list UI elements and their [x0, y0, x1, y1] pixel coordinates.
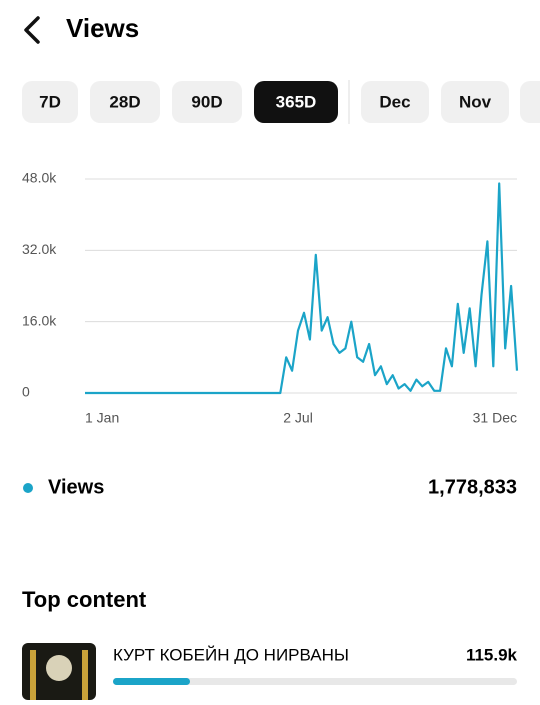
thumbnail-detail — [46, 655, 72, 681]
y-tick-label: 32.0k — [22, 241, 57, 257]
legend-label: Views — [48, 476, 104, 498]
thumbnail-detail — [82, 650, 88, 700]
content-title: КУРТ КОБЕЙН ДО НИРВАНЫ — [113, 645, 349, 664]
tab-background — [172, 81, 242, 123]
page-title: Views — [66, 13, 139, 43]
tab-label: Dec — [379, 92, 410, 111]
tab[interactable]: Nov — [441, 81, 509, 123]
content-value: 115.9k — [466, 645, 518, 664]
line-series — [85, 182, 519, 395]
tab-label: Nov — [459, 92, 492, 111]
tab-label: 90D — [191, 92, 222, 111]
tab-background — [90, 81, 160, 123]
tab[interactable]: 7D — [22, 81, 78, 123]
section-title: Top content — [22, 587, 147, 612]
tab-label: 365D — [276, 92, 317, 111]
back-button[interactable] — [24, 16, 40, 44]
y-tick-label: 16.0k — [22, 312, 57, 328]
legend-dot — [23, 483, 33, 493]
tab[interactable]: 365D — [254, 81, 338, 123]
progress-track — [113, 678, 517, 685]
tab-label: 28D — [109, 92, 140, 111]
tab-background — [361, 81, 429, 123]
x-tick-label: 1 Jan — [85, 410, 119, 426]
tab[interactable]: 90D — [172, 81, 242, 123]
progress-fill — [113, 678, 190, 685]
y-tick-label: 0 — [22, 384, 30, 400]
y-tick-label: 48.0k — [22, 170, 57, 186]
x-tick-label: 31 Dec — [473, 410, 517, 426]
tab-background — [22, 81, 78, 123]
x-tick-label: 2 Jul — [283, 410, 313, 426]
content-item[interactable]: КУРТ КОБЕЙН ДО НИРВАНЫ 115.9k — [22, 643, 518, 700]
tab-label: 7D — [39, 92, 61, 111]
total-views: 1,778,833 — [428, 476, 517, 498]
tab[interactable]: Dec — [361, 81, 429, 123]
tab-background — [254, 81, 338, 123]
thumbnail-detail — [30, 650, 36, 700]
tab-background — [441, 81, 509, 123]
tab[interactable]: 28D — [90, 81, 160, 123]
tab-partial[interactable] — [520, 81, 540, 123]
